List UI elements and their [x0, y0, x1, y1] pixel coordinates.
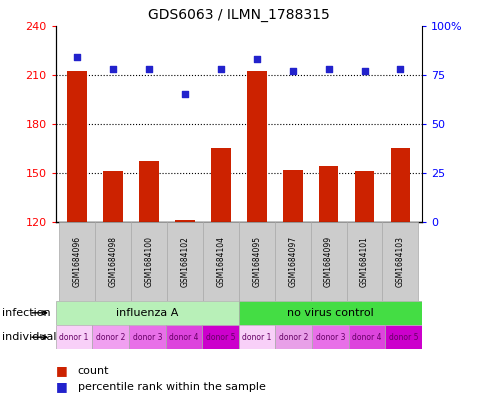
Bar — [239, 325, 275, 349]
Text: donor 4: donor 4 — [351, 333, 381, 342]
Bar — [56, 301, 239, 325]
Text: donor 5: donor 5 — [205, 333, 235, 342]
Point — [253, 56, 260, 62]
Text: influenza A: influenza A — [116, 308, 178, 318]
Bar — [67, 72, 87, 222]
Bar — [312, 325, 348, 349]
Text: GSM1684103: GSM1684103 — [395, 236, 404, 287]
Text: GSM1684095: GSM1684095 — [252, 236, 261, 287]
Bar — [346, 222, 382, 301]
Text: GSM1684104: GSM1684104 — [216, 236, 225, 287]
Bar — [239, 301, 421, 325]
Text: GSM1684096: GSM1684096 — [73, 236, 82, 287]
Text: donor 3: donor 3 — [132, 333, 162, 342]
Bar — [56, 325, 92, 349]
Title: GDS6063 / ILMN_1788315: GDS6063 / ILMN_1788315 — [148, 8, 329, 22]
Text: GSM1684100: GSM1684100 — [144, 236, 153, 287]
Bar — [202, 325, 239, 349]
Bar — [354, 171, 374, 222]
Bar — [318, 166, 338, 222]
Bar — [275, 325, 312, 349]
Point — [181, 91, 188, 97]
Point — [324, 66, 332, 72]
Bar — [129, 325, 166, 349]
Bar — [92, 325, 129, 349]
Bar — [166, 325, 202, 349]
Bar — [382, 222, 418, 301]
Bar — [274, 222, 310, 301]
Bar — [310, 222, 346, 301]
Text: count: count — [77, 366, 109, 376]
Bar — [103, 171, 123, 222]
Text: infection: infection — [2, 308, 51, 318]
Bar — [246, 72, 266, 222]
Point — [360, 68, 368, 74]
Text: GSM1684099: GSM1684099 — [323, 236, 333, 287]
Text: donor 5: donor 5 — [388, 333, 418, 342]
Text: GSM1684098: GSM1684098 — [108, 236, 118, 287]
Bar — [384, 325, 421, 349]
Bar — [238, 222, 274, 301]
Bar — [282, 170, 302, 222]
Bar — [390, 148, 409, 222]
Text: ■: ■ — [56, 380, 67, 393]
Text: donor 1: donor 1 — [59, 333, 89, 342]
Text: ■: ■ — [56, 364, 67, 378]
Bar — [166, 222, 202, 301]
Bar — [95, 222, 131, 301]
Bar — [59, 222, 95, 301]
Point — [109, 66, 117, 72]
Text: donor 2: donor 2 — [278, 333, 308, 342]
Text: donor 1: donor 1 — [242, 333, 272, 342]
Point — [396, 66, 404, 72]
Text: GSM1684101: GSM1684101 — [359, 236, 368, 287]
Point — [145, 66, 152, 72]
Text: percentile rank within the sample: percentile rank within the sample — [77, 382, 265, 392]
Bar — [211, 148, 230, 222]
Text: donor 3: donor 3 — [315, 333, 345, 342]
Point — [73, 54, 81, 60]
Text: GSM1684097: GSM1684097 — [287, 236, 297, 287]
Bar — [175, 220, 195, 222]
Bar — [131, 222, 166, 301]
Text: donor 4: donor 4 — [169, 333, 198, 342]
Bar — [139, 162, 159, 222]
Point — [288, 68, 296, 74]
Text: no virus control: no virus control — [287, 308, 373, 318]
Text: individual: individual — [2, 332, 57, 342]
Bar — [202, 222, 238, 301]
Text: GSM1684102: GSM1684102 — [180, 236, 189, 287]
Bar — [348, 325, 384, 349]
Point — [216, 66, 224, 72]
Text: donor 2: donor 2 — [96, 333, 125, 342]
